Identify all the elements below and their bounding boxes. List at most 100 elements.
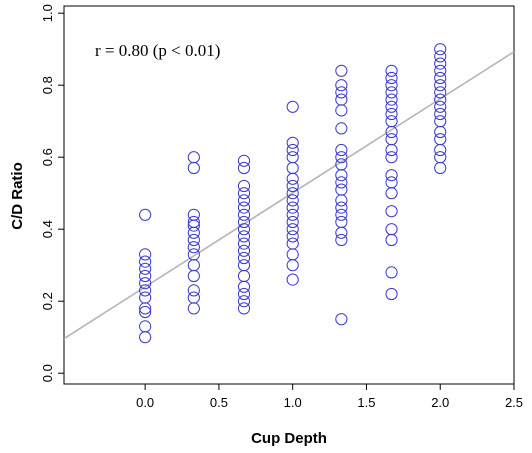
data-point: [286, 136, 299, 149]
data-point: [139, 248, 152, 261]
x-tick-label: 2.5: [505, 395, 523, 410]
data-point: [286, 151, 299, 164]
data-point: [335, 122, 348, 135]
data-point: [286, 172, 299, 185]
correlation-annotation: r = 0.80 (p < 0.01): [95, 41, 220, 60]
data-point: [434, 71, 447, 85]
data-point: [385, 176, 398, 189]
data-point: [237, 287, 251, 301]
data-point: [286, 100, 299, 113]
data-point: [286, 194, 299, 207]
data-point: [335, 313, 348, 326]
data-point: [187, 302, 200, 315]
data-point: [237, 230, 251, 243]
y-tick-label: 0.6: [40, 148, 55, 166]
data-point: [434, 143, 447, 157]
data-point: [286, 248, 299, 261]
data-point: [139, 277, 152, 290]
data-point: [335, 183, 348, 196]
data-point: [434, 50, 447, 63]
data-point: [139, 262, 152, 275]
data-point: [434, 100, 447, 113]
data-point: [385, 79, 398, 92]
data-point: [237, 244, 251, 257]
data-point: [187, 291, 200, 304]
data-point: [434, 86, 447, 99]
data-point: [335, 215, 348, 229]
data-point: [434, 115, 447, 128]
data-point: [335, 79, 348, 92]
data-point: [335, 194, 348, 207]
data-point: [335, 201, 348, 214]
y-tick-label: 0.2: [40, 292, 55, 310]
y-axis-title: C/D Ratio: [9, 162, 26, 230]
data-point: [434, 79, 447, 92]
data-point: [385, 187, 398, 200]
data-point: [385, 64, 398, 77]
regression-line: [63, 51, 515, 340]
x-axis-title: Cup Depth: [251, 430, 327, 447]
data-point: [385, 169, 398, 182]
data-point: [237, 223, 251, 236]
data-point: [237, 302, 251, 315]
data-point: [139, 269, 152, 283]
data-point: [434, 57, 447, 70]
data-point: [385, 151, 398, 164]
data-point: [385, 133, 398, 146]
data-point: [286, 201, 299, 214]
data-point: [286, 161, 299, 175]
data-point: [237, 295, 251, 308]
data-point: [139, 291, 152, 304]
data-point: [385, 115, 398, 128]
data-point: [335, 176, 348, 189]
data-point: [434, 107, 447, 121]
data-point: [187, 151, 200, 164]
data-point: [139, 208, 152, 221]
data-point: [286, 187, 299, 200]
data-point: [385, 223, 398, 236]
data-point: [187, 284, 200, 297]
data-point: [385, 107, 398, 121]
data-point: [237, 194, 251, 207]
data-point: [434, 93, 447, 106]
data-point: [434, 64, 447, 77]
data-point: [286, 215, 299, 229]
data-point: [237, 154, 251, 167]
data-point: [139, 255, 152, 268]
data-point: [237, 237, 251, 250]
data-point: [335, 233, 348, 247]
data-point: [335, 64, 348, 77]
data-point: [237, 269, 251, 283]
x-tick-label: 0.0: [136, 395, 154, 410]
data-point: [385, 100, 398, 113]
data-point: [139, 331, 152, 344]
data-point: [237, 201, 251, 214]
data-point: [139, 320, 152, 333]
data-point: [237, 208, 251, 221]
y-tick-label: 0.8: [40, 76, 55, 94]
data-point: [434, 125, 447, 139]
data-point: [187, 241, 200, 254]
data-point: [286, 259, 299, 272]
data-point: [335, 169, 348, 182]
data-point: [187, 161, 200, 175]
data-point: [187, 259, 200, 272]
data-point: [335, 93, 348, 106]
data-point: [335, 143, 348, 157]
data-point: [335, 151, 348, 164]
data-point: [286, 223, 299, 236]
data-point: [335, 86, 348, 99]
data-point: [187, 215, 200, 229]
data-point: [385, 143, 398, 157]
data-point: [286, 273, 299, 286]
data-point: [385, 233, 398, 247]
x-tick-label: 1.0: [284, 395, 302, 410]
data-point: [237, 251, 251, 265]
data-point: [187, 248, 200, 261]
data-point: [237, 280, 251, 293]
data-point: [385, 205, 398, 218]
data-point: [385, 287, 398, 301]
x-tick-label: 1.5: [357, 395, 375, 410]
data-point: [237, 187, 251, 200]
